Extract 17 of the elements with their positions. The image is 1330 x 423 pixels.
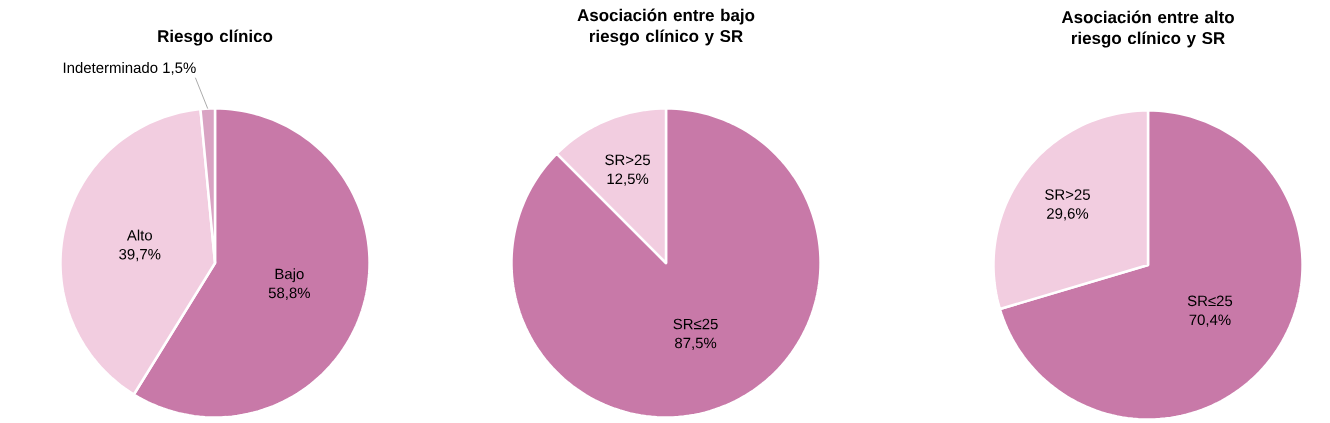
slice-label: SR>25	[605, 154, 650, 166]
slice-label: SR≤25	[673, 318, 718, 330]
chart-title: Riesgo clínico	[158, 29, 273, 46]
data-label: 39,7%	[119, 248, 161, 262]
data-label: 87,5%	[675, 337, 717, 351]
data-label: 70,4%	[1189, 314, 1231, 327]
slice-label: Alto	[126, 229, 153, 241]
slice-label: Bajo	[275, 268, 304, 283]
data-label: 12,5%	[607, 173, 649, 186]
data-label: 1,5%	[163, 62, 196, 75]
chart-title: Asociación entre alto riesgo clínico y SR	[1061, 10, 1234, 48]
slice-label: Indeterminado	[63, 62, 158, 74]
data-label: 29,6%	[1047, 208, 1089, 221]
chart-title: Asociación entre bajo riesgo clínico y SR	[577, 8, 755, 46]
data-label: 58,8%	[268, 287, 310, 300]
slice-label: SR>25	[1045, 189, 1090, 200]
slice-label: SR≤25	[1187, 295, 1233, 307]
